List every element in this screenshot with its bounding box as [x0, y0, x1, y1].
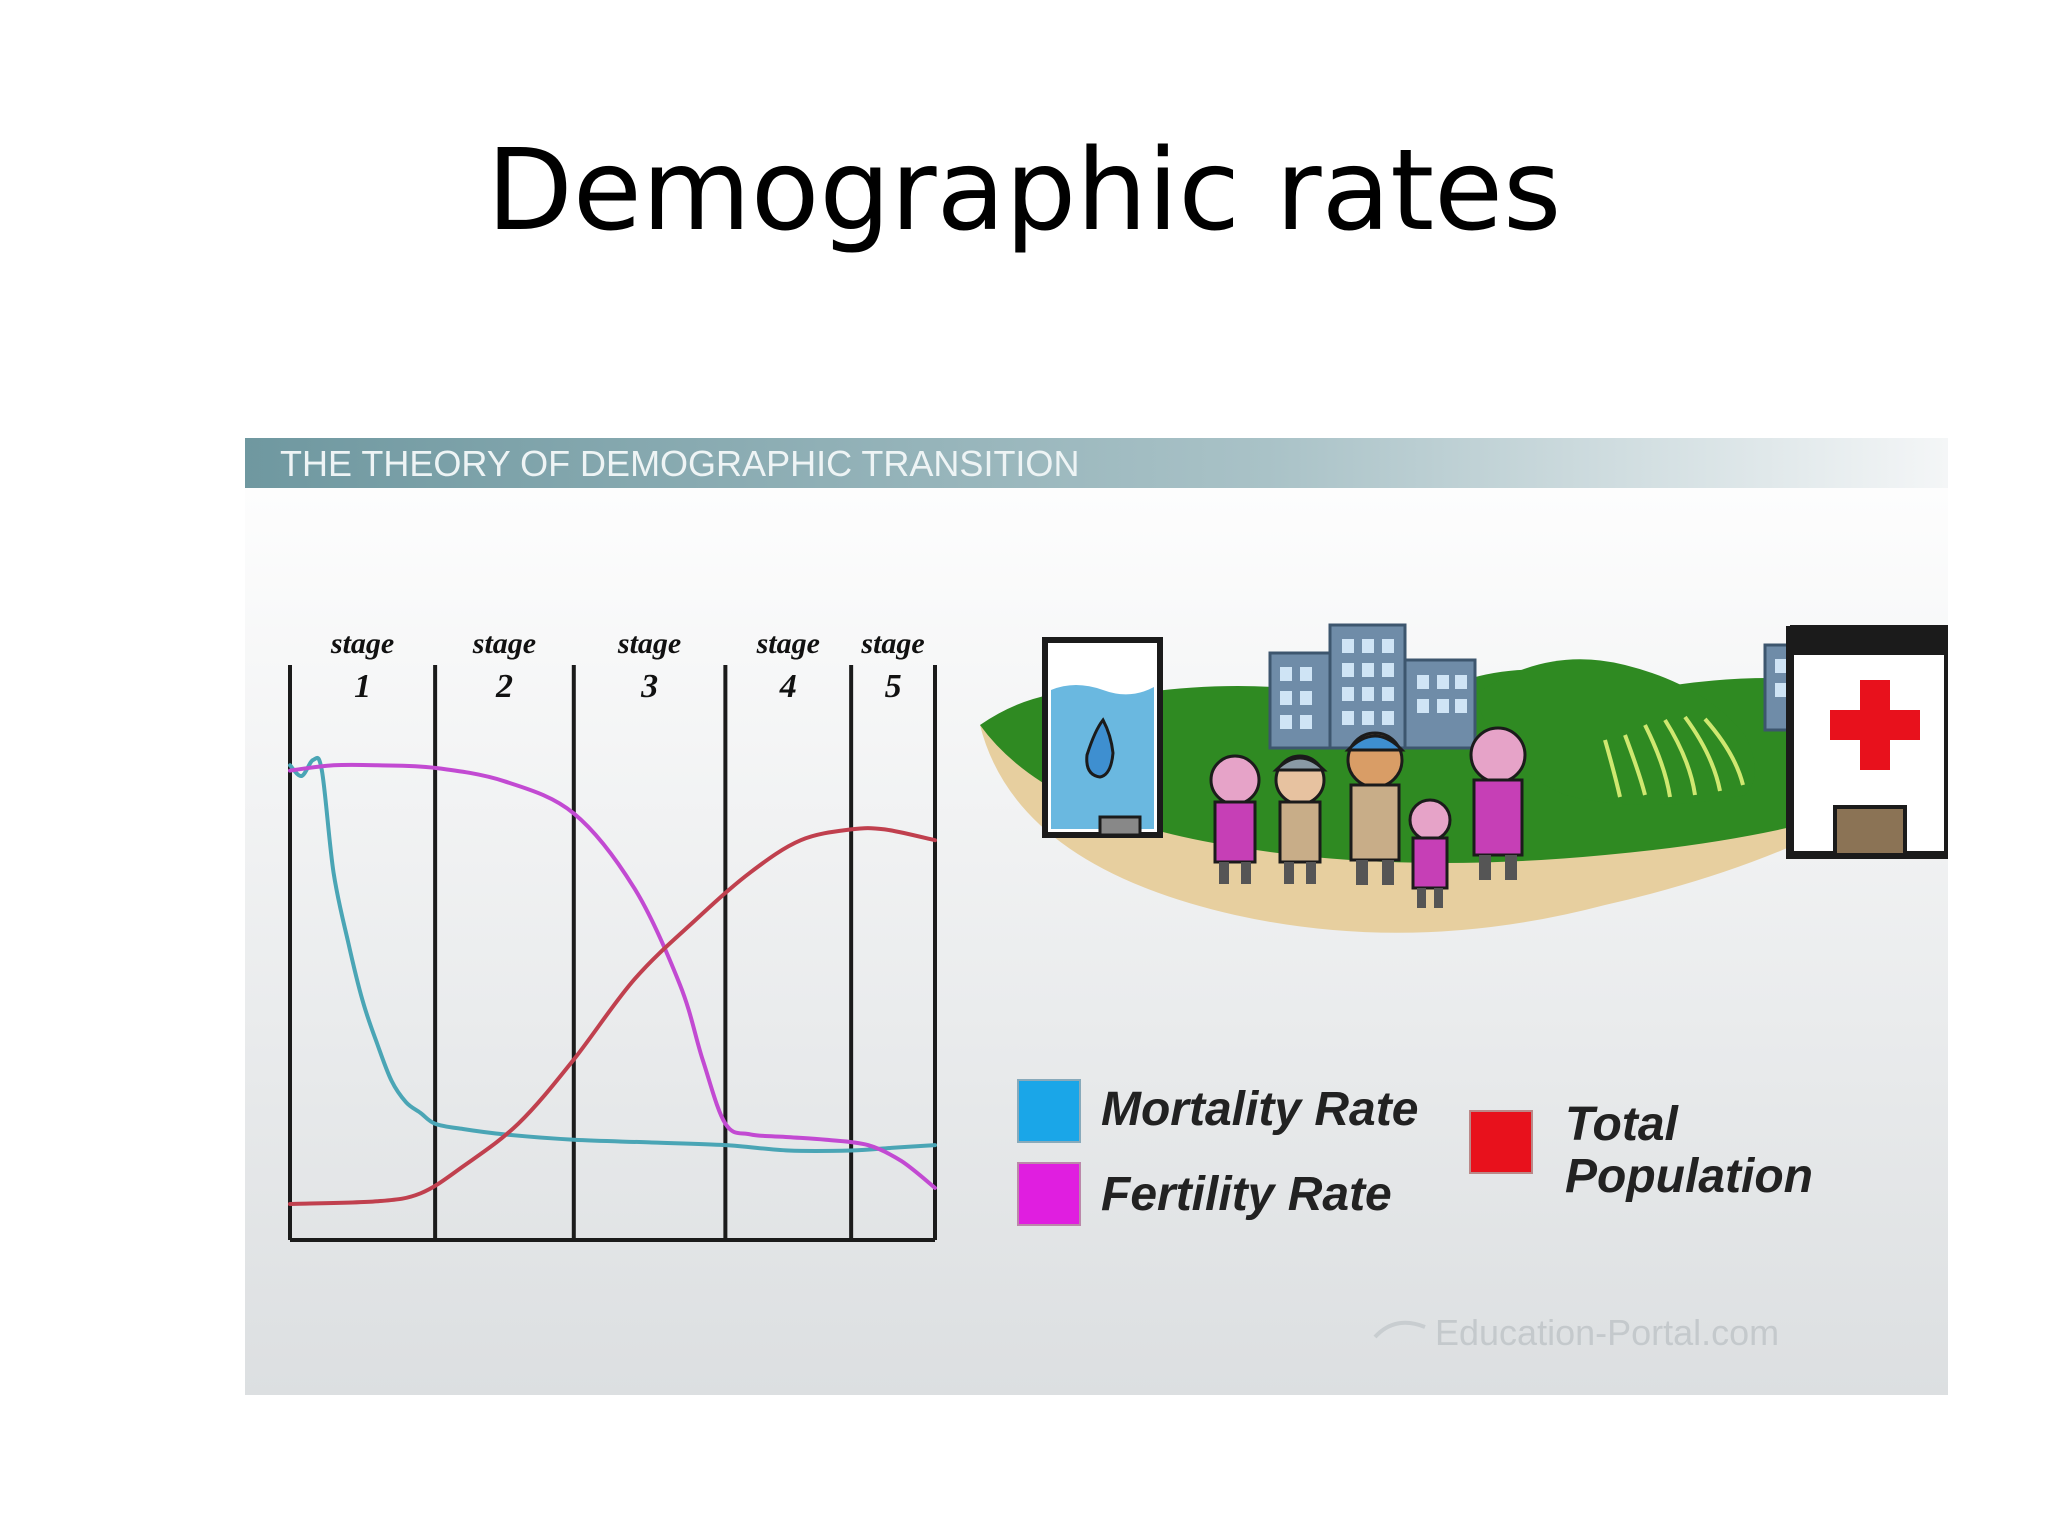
- legend-swatch-mortality: [1017, 1079, 1081, 1143]
- watermark-text: Education-Portal.com: [1435, 1312, 1779, 1353]
- legend-swatch-fertility: [1017, 1162, 1081, 1226]
- legend-label-mortality: Mortality Rate: [1101, 1083, 1418, 1136]
- people-group: [1209, 726, 1527, 908]
- legend-swatch-population: [1469, 1110, 1533, 1174]
- stage-number-4: 4: [779, 668, 797, 705]
- series-line-total-population: [288, 826, 937, 1206]
- figure-header-text: THE THEORY OF DEMOGRAPHIC TRANSITION: [280, 443, 1079, 484]
- series-line-fertility-rate: [288, 762, 937, 1190]
- figure-background: [245, 435, 1948, 1395]
- farm-hill: [1475, 659, 1755, 805]
- legend-label-population-line2: Population: [1565, 1150, 1813, 1203]
- person: [1408, 798, 1452, 908]
- legend-label-fertility: Fertility Rate: [1101, 1168, 1392, 1221]
- stage-number-1: 1: [354, 668, 371, 705]
- watermark: Education-Portal.com: [1373, 1312, 1779, 1353]
- stage-label-1: stage: [330, 627, 394, 660]
- person: [1209, 754, 1261, 884]
- slide-title: Demographic rates: [486, 126, 1562, 256]
- stage-label-5: stage: [860, 627, 924, 660]
- person: [1344, 731, 1406, 885]
- figure-header-bar: [245, 438, 1948, 488]
- legend-label-population-line1: Total: [1565, 1098, 1680, 1151]
- chart: stage 1 stage 2 stage 3 stage 4 stage 5: [288, 627, 937, 1242]
- stage-label-4: stage: [756, 627, 820, 660]
- hospital-building: [1786, 625, 1948, 859]
- city-buildings: [1268, 623, 1822, 750]
- person: [1469, 726, 1527, 880]
- person: [1272, 754, 1328, 884]
- stage-label-3: stage: [617, 627, 681, 660]
- stage-number-3: 3: [640, 668, 658, 705]
- chart-legend: Mortality Rate Fertility Rate Total Popu…: [1017, 1079, 1813, 1226]
- figure-canvas: THE THEORY OF DEMOGRAPHIC TRANSITION sta…: [245, 435, 1948, 1395]
- stage-label-2: stage: [472, 627, 536, 660]
- stage-number-5: 5: [885, 668, 902, 705]
- illustration: [980, 623, 1948, 933]
- water-tank: [1042, 637, 1163, 838]
- stage-number-2: 2: [495, 668, 513, 705]
- series-line-mortality-rate: [288, 755, 937, 1153]
- demographic-transition-figure: THE THEORY OF DEMOGRAPHIC TRANSITION sta…: [245, 435, 1948, 1395]
- watermark-logo-icon: [1373, 1320, 1426, 1339]
